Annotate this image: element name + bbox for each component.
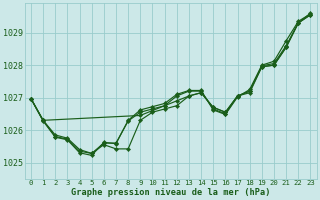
X-axis label: Graphe pression niveau de la mer (hPa): Graphe pression niveau de la mer (hPa) [71, 188, 270, 197]
